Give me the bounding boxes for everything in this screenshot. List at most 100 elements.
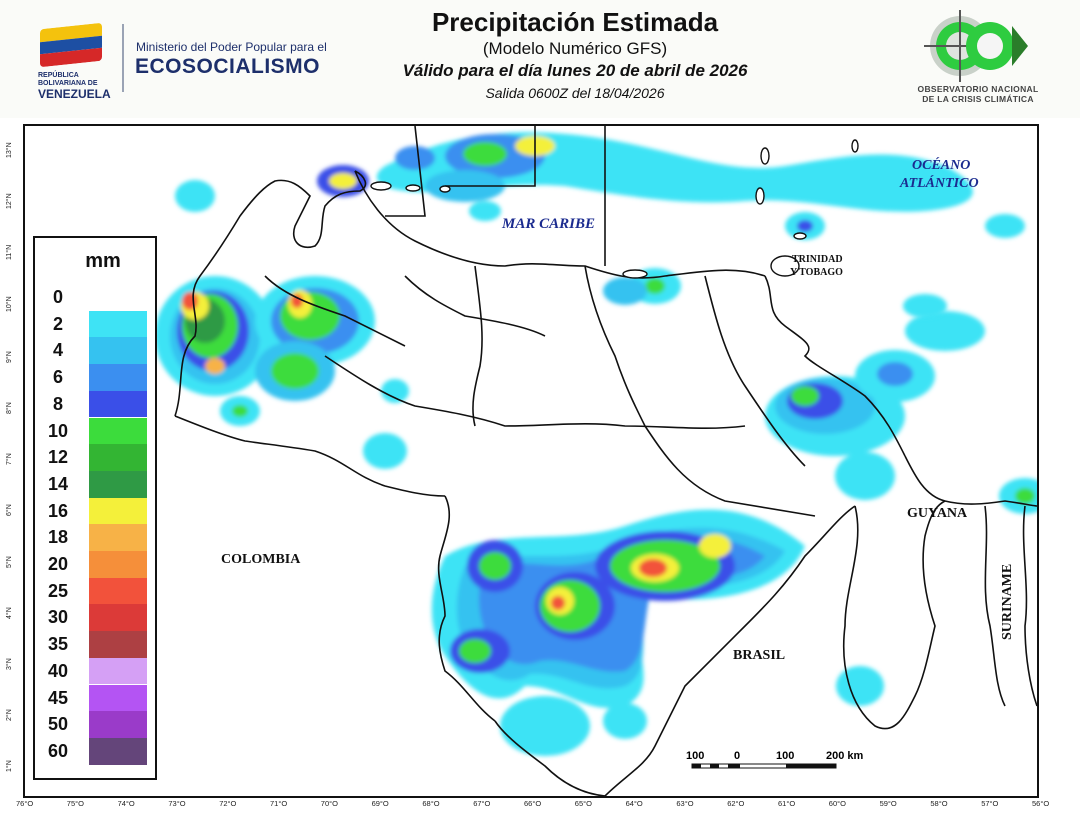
label-brasil: BRASIL [733,648,786,663]
legend-label: 12 [47,447,69,468]
longitude-tick-label: 65°O [574,799,592,808]
observatory-emblem-icon [924,10,1028,82]
label-colombia: COLOMBIA [221,552,301,567]
legend-label: 40 [47,660,69,681]
legend-item: 40 [35,657,155,685]
precipitation-map [23,124,1039,798]
longitude-tick-label: 73°O [168,799,186,808]
longitude-tick-label: 68°O [422,799,440,808]
longitude-tick-label: 71°O [270,799,288,808]
legend-swatch [89,631,147,658]
legend-swatch [89,604,147,632]
legend-item: 50 [35,711,155,738]
legend-item: 60 [35,737,155,765]
longitude-tick-label: 61°O [778,799,796,808]
scale-label-1: 100 [686,750,704,762]
longitude-tick-label: 76°O [16,799,34,808]
legend-label: 16 [47,500,69,521]
precip-northeast [603,214,1037,706]
longitude-tick-label: 67°O [473,799,491,808]
issue-date: Salida 0600Z del 18/04/2026 [485,85,665,101]
legend-item: 14 [35,470,155,498]
ministry-text: Ministerio del Poder Popular para el [136,40,327,54]
longitude-tick-label: 60°O [828,799,846,808]
country-borders [174,126,1037,796]
longitude-tick-label: 66°O [524,799,542,808]
legend-label: 50 [47,714,69,735]
venezuela-flag-icon [40,22,102,68]
header: REPÚBLICA BOLIVARIANA DE VENEZUELA Minis… [0,0,1080,118]
legend-swatch [89,551,147,578]
legend-item: 25 [35,577,155,605]
label-oceano-2: ATLÁNTICO [900,176,979,191]
legend-label: 18 [47,527,69,548]
legend-swatch [89,577,147,605]
latitude-tick-label: 4°N [6,607,13,619]
legend-swatch [89,684,147,712]
observatory-text: OBSERVATORIO NACIONAL DE LA CRISIS CLIMÁ… [917,84,1039,104]
title-block: Precipitación Estimada (Modelo Numérico … [330,6,820,104]
legend-swatch [89,390,147,418]
longitude-tick-label: 59°O [879,799,897,808]
legend-label: 0 [52,287,63,307]
latitude-tick-label: 12°N [6,193,13,210]
legend-item: 30 [35,604,155,632]
longitude-tick-label: 62°O [727,799,745,808]
longitude-tick-label: 56°O [1032,799,1050,808]
legend-item: 4 [35,337,155,365]
logo-divider [122,24,124,92]
legend-unit: mm [85,250,121,272]
map-subtitle: (Modelo Numérico GFS) [482,39,668,58]
legend-swatch [89,444,147,471]
latitude-tick-label: 5°N [6,555,13,568]
ministry-name: ECOSOCIALISMO [135,55,321,78]
legend-item: 35 [35,631,155,658]
valid-date: Válido para el día lunes 20 de abril de … [402,61,748,80]
longitude-tick-label: 69°O [371,799,389,808]
legend-label: 4 [52,340,63,361]
longitude-tick-label: 75°O [66,799,84,808]
legend-item: 16 [35,497,155,525]
legend-label: 35 [47,634,69,655]
longitude-tick-label: 64°O [625,799,643,808]
legend-item: 10 [35,417,155,445]
legend-swatch [89,470,147,498]
legend-label: 14 [47,473,69,494]
legend-item: 6 [35,364,155,391]
label-trinidad-2: Y TOBAGO [790,267,843,278]
latitude-tick-label: 13°N [6,142,13,158]
label-suriname: SURINAME [1000,563,1015,640]
legend-swatch [89,657,147,685]
legend-swatch [89,497,147,525]
legend-label: 10 [47,420,69,441]
longitude-tick-label: 70°O [320,799,338,808]
map-title: Precipitación Estimada [431,7,719,37]
latitude-tick-label: 7°N [6,453,13,466]
legend-swatch [89,417,147,445]
legend-label: 6 [52,367,63,388]
legend-swatch [89,310,147,338]
scale-label-4: 200 km [826,750,864,762]
legend-label: 8 [52,393,63,414]
scale-bar-graphic: 100 0 100 200 km [686,750,864,769]
legend-swatch [89,524,147,551]
republic-text: REPÚBLICA BOLIVARIANA DE VENEZUELA [38,72,111,101]
legend-swatch [89,364,147,391]
legend-label: 25 [47,580,69,601]
legend-swatch [89,711,147,738]
legend-item: 8 [35,390,155,418]
label-guyana: GUYANA [907,506,968,521]
legend-item: 2 [35,310,155,338]
legend-item: 12 [35,444,155,471]
latitude-tick-label: 3°N [6,658,13,670]
longitude-tick-label: 57°O [981,799,999,808]
legend-swatch [89,737,147,765]
legend-label: 2 [52,313,63,334]
precip-south [431,509,805,756]
longitude-tick-label: 63°O [676,799,694,808]
scale-bar: 100 0 100 200 km [686,748,886,778]
map-canvas [155,126,1037,796]
precip-west [155,276,409,469]
latitude-tick-label: 2°N [6,709,13,722]
latitude-tick-label: 10°N [6,295,13,312]
